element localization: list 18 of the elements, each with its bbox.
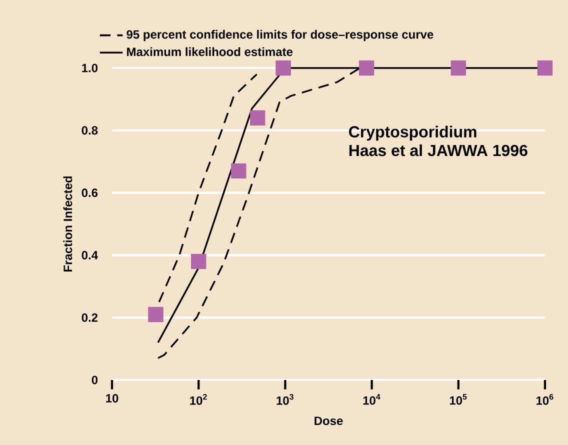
x-tick-label: 10$^{5}$ [450,394,467,405]
x-tick-label: 10$^{2}$ [190,394,207,405]
x-tick-label: 10 [106,394,118,403]
x-tick-label: 10$^{6}$ [536,394,554,405]
y-axis-title: Fraction Infected [63,176,72,272]
y-tick-label: 0.8 [82,126,98,135]
y-tick-label: 0.4 [82,250,98,260]
y-tick-label: 0 [92,376,98,384]
legend-label: 95 percent confidence limits for dose–response curve [126,30,434,42]
y-tick-label: 0.6 [82,188,98,198]
x-axis-title: Dose [314,416,343,426]
y-tick-label: 1.0 [82,64,98,72]
x-tick-label: 10$^{3}$ [276,394,294,405]
legend-label: Maximum likelihood estimate [127,47,293,56]
annotation: Cryptosporidium [349,126,476,141]
x-tick-label: 10$^{4}$ [363,394,380,405]
y-tick-label: 0.2 [82,313,98,322]
annotation: Haas et al JAWWA 1996 [349,144,528,156]
